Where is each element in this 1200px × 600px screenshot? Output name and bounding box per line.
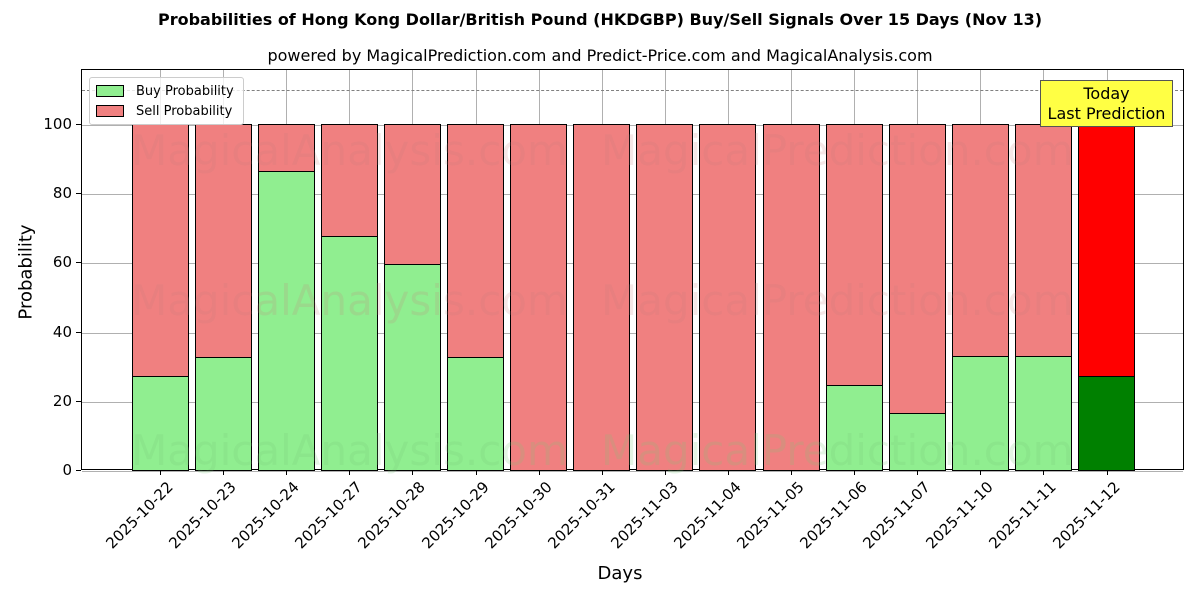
buy-bar <box>825 384 883 471</box>
y-tick-label: 40 <box>52 322 72 341</box>
today-annotation: Today Last Prediction <box>1040 80 1173 127</box>
x-tick-mark <box>538 470 540 475</box>
sell-bar <box>320 124 378 238</box>
x-tick-mark <box>475 470 477 475</box>
grid-line-h <box>82 263 1183 265</box>
y-axis-label: Probability <box>15 224 37 320</box>
sell-bar <box>257 124 315 173</box>
sell-bar <box>699 124 757 471</box>
buy-bar <box>320 236 378 471</box>
buy-swatch-icon <box>96 85 124 97</box>
legend-item-sell: Sell Probability <box>96 103 232 119</box>
buy-bar <box>1014 356 1072 471</box>
sell-bar <box>636 124 694 471</box>
x-tick-mark <box>160 470 161 475</box>
chart-subtitle: powered by MagicalPrediction.com and Pre… <box>267 46 933 65</box>
buy-bar <box>447 356 504 471</box>
y-tick-mark <box>76 331 81 333</box>
sell-bar <box>825 124 883 386</box>
x-tick-mark <box>917 470 919 475</box>
grid-line-h <box>82 471 1183 472</box>
sell-bar <box>447 124 504 358</box>
sell-bar <box>1078 124 1135 377</box>
x-tick-mark <box>727 470 729 475</box>
x-tick-mark <box>1043 470 1045 475</box>
y-tick-label: 80 <box>52 184 72 203</box>
x-tick-mark <box>349 470 351 475</box>
chart-title: Probabilities of Hong Kong Dollar/Britis… <box>157 10 1043 29</box>
x-axis-label: Days <box>597 563 643 584</box>
y-tick-label: 60 <box>52 253 72 272</box>
sell-bar <box>194 124 252 358</box>
grid-line-h <box>82 125 1183 126</box>
y-tick-mark <box>76 124 81 125</box>
x-tick-mark <box>223 470 225 475</box>
buy-bar <box>888 412 946 471</box>
y-tick-label: 0 <box>62 461 72 479</box>
x-tick-mark <box>601 470 603 475</box>
y-tick-mark <box>76 193 81 195</box>
buy-bar <box>383 264 441 471</box>
legend-item-buy: Buy Probability <box>96 83 234 99</box>
sell-bar <box>762 124 820 471</box>
y-tick-label: 100 <box>43 115 72 133</box>
buy-bar <box>257 171 315 471</box>
plot-area: MagicalAnalysis.com MagicalPrediction.com… <box>81 69 1184 475</box>
grid-line-h <box>82 332 1183 334</box>
sell-bar <box>888 124 946 414</box>
y-tick-label: 20 <box>52 391 72 410</box>
sell-swatch-icon <box>96 105 124 117</box>
reference-line <box>82 90 1183 92</box>
sell-bar <box>1014 124 1072 358</box>
y-tick-mark <box>76 400 81 402</box>
annotation-line-2: Last Prediction <box>1047 104 1166 123</box>
y-tick-mark <box>76 262 81 264</box>
x-tick-mark <box>1106 470 1108 475</box>
x-tick-mark <box>854 470 856 475</box>
sell-bar <box>510 124 568 471</box>
grid-line-h <box>82 194 1183 196</box>
x-tick-mark <box>286 470 288 475</box>
buy-bar <box>951 356 1009 471</box>
x-tick-mark <box>664 470 666 475</box>
legend: Buy Probability Sell Probability <box>89 77 244 125</box>
sell-bar <box>951 124 1009 358</box>
legend-label-buy: Buy Probability <box>136 83 234 99</box>
x-tick-mark <box>412 470 414 475</box>
sell-bar <box>131 124 189 377</box>
legend-label-sell: Sell Probability <box>136 103 233 119</box>
sell-bar <box>383 124 441 266</box>
buy-bar <box>194 356 252 471</box>
buy-bar <box>1078 375 1135 471</box>
annotation-line-1: Today <box>1083 84 1130 103</box>
grid-line-h <box>82 401 1183 403</box>
y-tick-mark <box>76 470 81 471</box>
buy-bar <box>131 375 189 471</box>
sell-bar <box>573 124 631 471</box>
x-tick-mark <box>980 470 982 475</box>
x-tick-mark <box>791 470 792 475</box>
